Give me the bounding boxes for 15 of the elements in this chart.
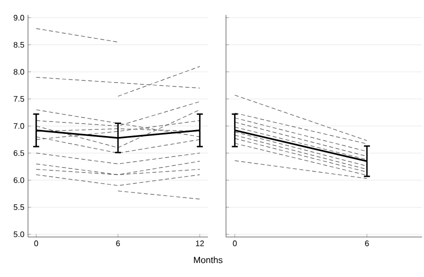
y-tick-label: 5.5	[14, 204, 24, 210]
y-tick-label: 7.0	[14, 123, 24, 129]
y-tick-label: 6.0	[14, 177, 24, 183]
y-tick-label: 7.5	[14, 96, 24, 102]
y-tick-label: 9.0	[14, 14, 24, 21]
y-tick-label: 6.5	[14, 150, 24, 156]
x-tick-label: 0	[232, 240, 237, 246]
y-tick-label: 8.0	[14, 69, 24, 75]
x-tick-label: 0	[34, 240, 38, 246]
x-axis-title: Months	[194, 256, 222, 264]
x-tick-label: 12	[196, 240, 204, 246]
y-tick-label: 5.0	[14, 231, 24, 238]
x-tick-label: 6	[365, 240, 369, 246]
x-tick-label: 6	[116, 240, 120, 246]
y-tick-label: 8.5	[14, 42, 24, 48]
